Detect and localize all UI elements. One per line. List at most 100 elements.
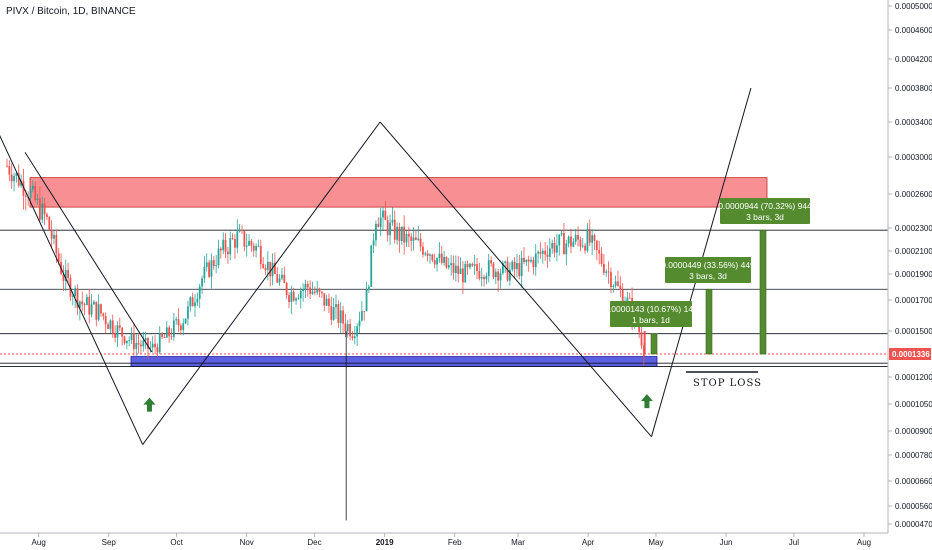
candle-body [563,233,565,255]
projection-bar [650,333,658,355]
candle-body [172,320,175,337]
candle-body [57,253,60,262]
y-tick-label: 0.0005000 [895,2,932,11]
candle-body [454,265,457,273]
candle-body [165,327,168,338]
candle-body [137,342,140,345]
candle-body [368,286,370,290]
candle-body [438,253,441,259]
y-tick-label: 0.0004200 [895,55,932,64]
candle-body [351,336,354,339]
y-tick-label: 0.0001500 [895,327,932,336]
candle-body [556,245,558,253]
candle-body [231,238,234,240]
candle-body [252,245,255,251]
y-tick-label: 0.0001200 [895,373,932,382]
y-tick-label: 0.0004600 [895,26,932,35]
candle-body [224,239,227,252]
pattern-lines-layer [0,87,752,445]
candle-body [586,229,589,251]
candle-body [640,332,643,346]
candle-body [168,327,171,337]
candle-body [31,185,34,190]
candle-body [29,189,32,198]
candle-body [393,219,396,240]
candle-body [311,291,314,294]
candle-body [614,281,617,286]
candle-body [142,340,145,347]
candle-body [309,287,312,294]
candle-body [274,262,276,275]
candle-body [365,289,368,312]
candle-body [95,301,98,320]
candle-body [358,320,361,327]
candles-layer [6,158,646,521]
candle-body [607,271,610,273]
candle-body [384,210,387,220]
candle-body [177,319,180,326]
candle-body [304,283,307,290]
candle-body [250,240,253,246]
candle-body [612,285,615,288]
candle-body [457,265,460,274]
candle-body [290,291,293,303]
candle-body [433,260,436,265]
candle-body [523,257,525,263]
y-tick-label: 0.0003400 [895,118,932,127]
candle-body [140,344,142,347]
candle-body [158,333,161,353]
candle-body [321,291,323,294]
candle-body [196,298,199,303]
candle-body [78,301,81,308]
candle-body [292,291,295,301]
candle-body [621,289,624,307]
up-arrow-icon [143,397,156,412]
candle-body [478,271,481,279]
measure-label-line1: 0.0000449 (33.56%) 449 [661,260,755,270]
candle-body [53,234,55,239]
candle-body [147,338,149,349]
candle-body [431,254,434,261]
arrow-shape [640,394,653,409]
levels-layer [0,229,888,367]
candle-body [170,336,173,338]
candle-body [386,219,389,236]
y-tick-label: 0.0000780 [895,451,932,460]
candle-body [241,229,243,231]
candle-body [295,298,297,301]
candle-body [447,265,450,268]
candle-body [36,198,39,201]
candle-body [182,323,185,331]
candle-body [464,263,467,283]
current-price-tag-bg [889,348,931,360]
candle-body [55,234,58,254]
candle-body [473,264,476,266]
candle-body [17,173,20,186]
x-tick-label: Jun [720,538,733,547]
candle-body [163,337,166,338]
candle-body [518,263,521,277]
candle-body [118,325,121,328]
candle-body [10,174,13,182]
candle-body [330,306,333,320]
candle-body [548,248,551,257]
candle-body [565,243,568,255]
candle-body [6,165,8,167]
candle-body [466,263,469,268]
candle-body [553,242,556,253]
candle-body [67,270,69,278]
candle-body [494,271,497,278]
candle-body [443,256,445,263]
candle-body [97,304,100,320]
candle-body [459,268,462,274]
candle-body [184,318,187,324]
candle-body [511,261,514,270]
candle-body [492,263,495,278]
candle-body [377,223,380,228]
x-tick-label: Apr [582,538,595,547]
candle-body [504,261,507,264]
x-tick-label: Nov [240,538,254,547]
candle-body [617,281,619,286]
